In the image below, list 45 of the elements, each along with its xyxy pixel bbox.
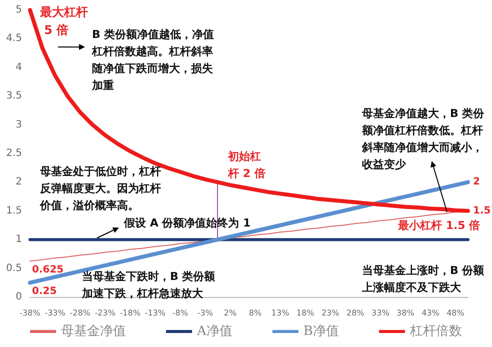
- y-tick-label: 4: [16, 62, 22, 73]
- legend-label: 母基金净值: [61, 324, 126, 339]
- y-tick-label: 0.5: [6, 262, 22, 274]
- x-tick-label: 43%: [422, 308, 440, 318]
- x-tick-label: -13%: [144, 308, 166, 318]
- x-tick-label: -33%: [44, 308, 66, 318]
- y-tick-label: 1: [16, 234, 22, 246]
- annotation: 最小杠杆 1.5 倍: [397, 218, 480, 232]
- x-tick-label: 18%: [296, 308, 315, 318]
- x-tick-label: -3%: [197, 308, 214, 318]
- legend-label: B净值: [303, 324, 339, 339]
- y-tick-label: 0: [16, 292, 22, 302]
- x-tick-label: -18%: [120, 308, 141, 318]
- data-label: 2: [473, 176, 480, 188]
- y-tick-label: 3.5: [6, 90, 22, 102]
- data-label: 1.5: [473, 205, 491, 216]
- annotation: B 类份额净值越低，净值杠杆倍数越高。杠杆斜率随净值下跌而增大，损失加重: [91, 28, 214, 92]
- y-tick-label: 3: [16, 119, 22, 130]
- x-tick-label: -28%: [70, 308, 91, 318]
- annotation: 母基金净值越大，B 类份额净值杠杆倍数低。杠杆斜率随净值增大而减小，收益变少: [361, 107, 486, 171]
- annotation: 最大杠杆 5 倍: [39, 5, 88, 37]
- x-tick-label: -23%: [94, 308, 116, 318]
- annotation: 母基金处于低位时，杠杆反弹幅度更大。因为杠杆价值，溢价概率高。: [39, 165, 161, 212]
- data-label: 0.25: [32, 286, 57, 298]
- x-tick-label: 33%: [372, 308, 390, 318]
- annotation: 当母基金下跌时，B 类份额加速下跌，杠杆急速放大: [81, 270, 216, 300]
- y-tick-label: 2.5: [6, 148, 22, 159]
- annotation: 初始杠杆 2 倍: [227, 150, 266, 180]
- x-tick-label: 13%: [271, 308, 290, 318]
- x-tick-label: 8%: [248, 308, 262, 318]
- y-tick-label: 2: [16, 176, 22, 188]
- data-label: 0.625: [32, 264, 64, 276]
- x-tick-label: 38%: [396, 308, 415, 318]
- x-tick-label: 28%: [346, 308, 365, 318]
- x-tick-label: -38%: [20, 308, 41, 318]
- legend-label: A净值: [196, 324, 232, 339]
- y-tick-label: 5: [16, 4, 22, 16]
- x-tick-label: 2%: [224, 308, 237, 318]
- x-tick-label: 48%: [446, 308, 465, 318]
- legend-label: 杠杆倍数: [408, 324, 462, 339]
- x-tick-label: -8%: [172, 308, 188, 318]
- y-tick-label: 4.5: [6, 33, 22, 44]
- annotation: 当母基金上涨时，B 份额上涨幅度不及下跌大: [361, 264, 486, 294]
- x-tick-label: 23%: [321, 308, 340, 318]
- y-tick-label: 1.5: [6, 205, 22, 216]
